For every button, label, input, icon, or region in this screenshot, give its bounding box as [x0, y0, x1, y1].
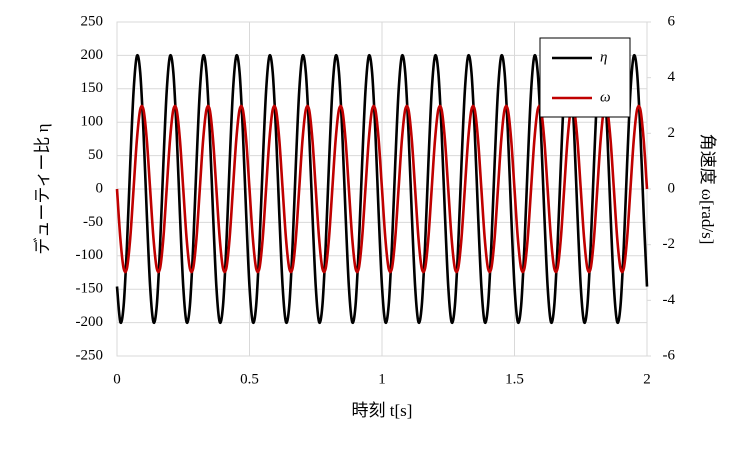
- y-tick-label: -100: [76, 247, 104, 263]
- y2-tick-label: -6: [663, 347, 676, 363]
- y-tick-label: -200: [76, 314, 104, 330]
- legend-label: ω: [600, 89, 611, 105]
- x-tick-label: 1: [378, 371, 386, 387]
- y-tick-label: 200: [81, 47, 104, 63]
- y-tick-label: 0: [96, 180, 104, 196]
- y2-tick-label: 6: [668, 13, 676, 29]
- y-tick-label: -250: [76, 347, 104, 363]
- series-line: [115, 104, 649, 274]
- y-tick-label: 250: [81, 13, 104, 29]
- y-axis-label: デューティー比 η: [32, 123, 52, 254]
- y2-tick-label: 2: [668, 125, 676, 141]
- x-axis-label: 時刻 t[s]: [352, 401, 413, 420]
- y2-tick-label: -4: [663, 292, 676, 308]
- y-tick-label: 150: [81, 80, 104, 96]
- x-tick-label: 1.5: [505, 371, 524, 387]
- x-tick-label: 2: [643, 371, 651, 387]
- y2-tick-label: -2: [663, 236, 676, 252]
- y-tick-label: 100: [81, 114, 104, 130]
- x-tick-label: 0: [113, 371, 121, 387]
- y2-axis-label: 角速度 ω[rad/s]: [698, 134, 717, 245]
- legend-box: [539, 37, 631, 118]
- x-tick-label: 0.5: [240, 371, 259, 387]
- y2-tick-label: 4: [668, 69, 676, 85]
- y2-tick-label: 0: [668, 180, 676, 196]
- y-tick-label: 50: [88, 147, 103, 163]
- y-tick-label: -50: [83, 214, 103, 230]
- y-tick-label: -150: [76, 281, 104, 297]
- series-line: [115, 54, 649, 324]
- legend-label: η: [600, 49, 607, 65]
